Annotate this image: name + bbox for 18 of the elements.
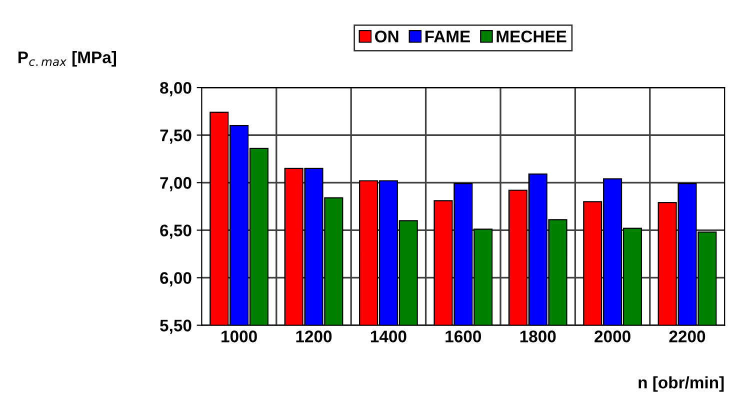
y-tick-label: 8,00 (160, 82, 192, 96)
y-tick-label: 6,00 (160, 272, 192, 286)
x-axis-title: n [obr/min] (638, 376, 724, 392)
x-tick-label: 1800 (520, 330, 556, 342)
x-tick-label: 2200 (669, 330, 706, 342)
legend-label: ON (375, 30, 398, 42)
x-tick-label: 1400 (370, 330, 406, 342)
x-tick-label: 1000 (222, 330, 257, 342)
y-tick-label: 6,50 (160, 224, 192, 239)
legend-label: FAME (425, 30, 470, 42)
y-tick-label: 7,50 (160, 130, 192, 144)
legend-label: MECHEE (496, 30, 566, 42)
x-tick-label: 1200 (296, 330, 332, 342)
y-tick-label: 7,00 (160, 177, 192, 192)
y-tick-label: 5,50 (160, 320, 192, 334)
x-tick-label: 1600 (446, 330, 481, 342)
x-tick-label: 2000 (594, 330, 630, 342)
y-axis-title: P$_{c.max}$ [MPa] (18, 51, 116, 67)
